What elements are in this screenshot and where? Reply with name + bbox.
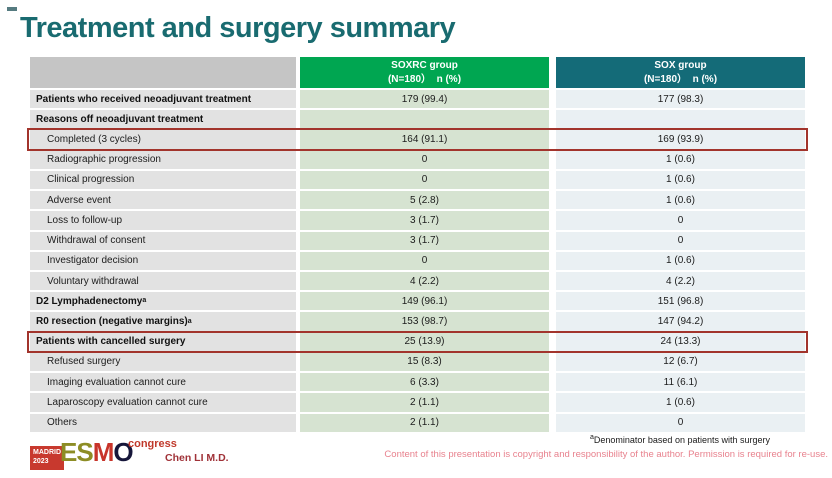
- header-empty: [30, 57, 296, 88]
- soxrc-value: 4 (2.2): [300, 271, 549, 293]
- badge-year: 2023: [33, 457, 49, 465]
- sox-value: 1 (0.6): [556, 251, 805, 272]
- esmo-es: ES: [60, 437, 94, 467]
- sox-value: 11 (6.1): [556, 373, 805, 394]
- esmo-m: M: [92, 437, 115, 467]
- sox-value: 0: [556, 413, 805, 434]
- esmo-congress-logo: MADRID 2023 ESMO congress: [30, 437, 177, 473]
- sox-value: 147 (94.2): [556, 312, 805, 333]
- summary-table: SOXRC group (N=180） n (%) SOX group (N=1…: [27, 57, 808, 434]
- soxrc-value: 179 (99.4): [300, 90, 549, 111]
- sox-value: 1 (0.6): [556, 170, 805, 192]
- table-row: Loss to follow-up 3 (1.7) 0: [30, 211, 805, 232]
- soxrc-value: 0: [300, 251, 549, 272]
- soxrc-value: 3 (1.7): [300, 211, 549, 232]
- sox-value: 24 (13.3): [556, 332, 805, 353]
- table-row: Patients who received neoadjuvant treatm…: [30, 90, 805, 111]
- header-soxrc-label: SOXRC group: [391, 60, 458, 72]
- table-row: D2 Lymphadenectomy a 149 (96.1) 151 (96.8): [30, 292, 805, 313]
- row-label: Adverse event: [30, 191, 296, 212]
- soxrc-value: 25 (13.9): [300, 332, 549, 353]
- soxrc-value: 149 (96.1): [300, 292, 549, 313]
- table-row: Laparoscopy evaluation cannot cure 2 (1.1…: [30, 393, 805, 414]
- page-title: Treatment and surgery summary: [20, 12, 456, 44]
- soxrc-value: 0: [300, 170, 549, 192]
- row-label: Loss to follow-up: [30, 211, 296, 232]
- sox-value: 151 (96.8): [556, 292, 805, 313]
- row-label: Voluntary withdrawal: [30, 271, 296, 293]
- esmo-o: O: [113, 437, 133, 467]
- table-row: Patients with cancelled surgery 25 (13.9)…: [27, 330, 808, 353]
- row-label: Laparoscopy evaluation cannot cure: [30, 393, 296, 414]
- table-row: Voluntary withdrawal 4 (2.2) 4 (2.2): [30, 271, 805, 293]
- row-label: Investigator decision: [30, 251, 296, 272]
- table-header-row: SOXRC group (N=180） n (%) SOX group (N=1…: [30, 57, 805, 88]
- table-footnote: aDenominator based on patients with surg…: [589, 434, 770, 445]
- header-sox-label: SOX group: [654, 60, 707, 72]
- table-row: Reasons off neoadjuvant treatment: [30, 110, 805, 131]
- row-label: D2 Lymphadenectomy a: [30, 292, 296, 313]
- sox-value: 12 (6.7): [556, 352, 805, 374]
- header-sox-sublabel: (N=180） n (%): [643, 73, 718, 85]
- footnote-text: Denominator based on patients with surge…: [593, 435, 770, 445]
- row-label: Completed (3 cycles): [30, 130, 296, 151]
- soxrc-value: 5 (2.8): [300, 191, 549, 212]
- copyright-notice: Content of this presentation is copyrigh…: [384, 449, 828, 460]
- soxrc-value: 15 (8.3): [300, 352, 549, 374]
- header-sox-group: SOX group (N=180） n (%): [556, 57, 805, 88]
- table-row: Adverse event 5 (2.8) 1 (0.6): [30, 191, 805, 212]
- table-row: Radiographic progression 0 1 (0.6): [30, 150, 805, 171]
- soxrc-value: 153 (98.7): [300, 312, 549, 333]
- congress-label: congress: [128, 438, 177, 450]
- soxrc-value: 3 (1.7): [300, 231, 549, 252]
- sox-value: 177 (98.3): [556, 90, 805, 111]
- table-row: Withdrawal of consent 3 (1.7) 0: [30, 231, 805, 252]
- row-label: Withdrawal of consent: [30, 231, 296, 252]
- row-label: R0 resection (negative margins) a: [30, 312, 296, 333]
- badge-city: MADRID: [33, 449, 61, 456]
- row-label: Reasons off neoadjuvant treatment: [30, 110, 296, 131]
- sox-value: 0: [556, 211, 805, 232]
- row-label: Others: [30, 413, 296, 434]
- row-label: Patients with cancelled surgery: [30, 332, 296, 353]
- header-soxrc-group: SOXRC group (N=180） n (%): [300, 57, 549, 88]
- sox-value: [556, 110, 805, 131]
- sox-value: 4 (2.2): [556, 271, 805, 293]
- esmo-wordmark: ESMO: [60, 437, 134, 468]
- row-label: Patients who received neoadjuvant treatm…: [30, 90, 296, 111]
- table-row: Others 2 (1.1) 0: [30, 413, 805, 434]
- table-row: R0 resection (negative margins) a 153 (98.…: [30, 312, 805, 333]
- row-label: Radiographic progression: [30, 150, 296, 171]
- sox-value: 0: [556, 231, 805, 252]
- sox-value: 1 (0.6): [556, 393, 805, 414]
- soxrc-value: 2 (1.1): [300, 393, 549, 414]
- header-soxrc-sublabel: (N=180） n (%): [387, 73, 462, 85]
- table-row: Completed (3 cycles) 164 (91.1) 169 (93.9): [27, 128, 808, 151]
- sox-value: 169 (93.9): [556, 130, 805, 151]
- table-row: Clinical progression 0 1 (0.6): [30, 170, 805, 192]
- row-label: Clinical progression: [30, 170, 296, 192]
- table-row: Refused surgery 15 (8.3) 12 (6.7): [30, 352, 805, 374]
- row-label: Imaging evaluation cannot cure: [30, 373, 296, 394]
- soxrc-value: 2 (1.1): [300, 413, 549, 434]
- table-body: Patients who received neoadjuvant treatm…: [27, 90, 808, 434]
- soxrc-value: 164 (91.1): [300, 130, 549, 151]
- row-label: Refused surgery: [30, 352, 296, 374]
- table-row: Imaging evaluation cannot cure 6 (3.3) 11 …: [30, 373, 805, 394]
- author-name: Chen LI M.D.: [165, 452, 229, 464]
- sox-value: 1 (0.6): [556, 191, 805, 212]
- slide-corner-mark: [7, 7, 17, 11]
- soxrc-value: [300, 110, 549, 131]
- soxrc-value: 0: [300, 150, 549, 171]
- table-row: Investigator decision 0 1 (0.6): [30, 251, 805, 272]
- soxrc-value: 6 (3.3): [300, 373, 549, 394]
- madrid-2023-badge: MADRID 2023: [30, 446, 64, 470]
- footnote-superscript: a: [589, 434, 594, 441]
- sox-value: 1 (0.6): [556, 150, 805, 171]
